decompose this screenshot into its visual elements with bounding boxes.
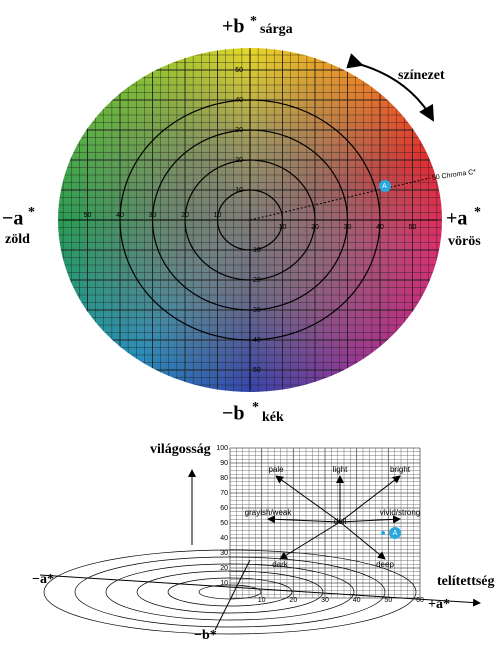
star: *: [28, 205, 35, 220]
tick-label: 40: [235, 97, 243, 104]
a-minus: −a: [2, 208, 23, 230]
saturation-label: telítettség: [437, 574, 495, 589]
tick-label: 50: [84, 212, 92, 219]
tick-label: 40: [253, 337, 261, 344]
tone-label: light: [333, 465, 348, 474]
hue-label: színezet: [398, 68, 445, 83]
tone-arrow: [275, 475, 341, 523]
point-a: [389, 527, 401, 539]
tone-arrow: [339, 521, 386, 560]
lightness-label: világosság: [150, 442, 211, 457]
b-plus-name: sárga: [260, 22, 293, 37]
tick-label: 40: [116, 212, 124, 219]
tick-label: 10: [214, 212, 222, 219]
tone-label: dark: [272, 560, 289, 569]
tick-label: 50: [253, 367, 261, 374]
a-plus: +a: [446, 208, 467, 230]
tick-label: 50: [409, 224, 417, 231]
b-minus-bottom: −b*: [194, 628, 217, 643]
hue-arrow: [346, 53, 434, 122]
tick-label: 30: [149, 212, 157, 219]
l-tick: 30: [220, 550, 228, 557]
l-tick: 80: [220, 475, 228, 482]
star: *: [252, 400, 259, 415]
a-minus-name: zöld: [5, 232, 30, 247]
chroma-label: 50 Chroma C*: [432, 169, 477, 182]
axis: [214, 559, 251, 631]
tone-arrow: [339, 515, 401, 524]
chroma-ring: [74, 556, 386, 628]
c-tick: 20: [289, 597, 297, 604]
point-a: [379, 180, 391, 192]
point-a-label: A: [393, 530, 398, 537]
point-dot: [381, 531, 385, 535]
l-tick: 50: [220, 520, 228, 527]
c-tick: 10: [258, 597, 266, 604]
tone-arrow: [267, 515, 341, 524]
tick-label: 20: [311, 224, 319, 231]
l-tick: 100: [216, 445, 228, 452]
tone-label: pale: [268, 465, 284, 474]
axis: [39, 574, 481, 607]
a-plus-name: vörös: [448, 234, 481, 249]
a-minus-bottom: −a*: [32, 572, 54, 587]
chroma-ring: [167, 577, 293, 607]
point-a-label: A: [382, 183, 387, 190]
overlay: 10 10 10 10 20 20 20 20 30 30 30 30 40 40 40 40 50 50 50 50…: [39, 50, 481, 635]
tick-label: 10: [235, 187, 243, 194]
c-tick: 30: [321, 597, 329, 604]
l-tick: 60: [220, 505, 228, 512]
l-tick: 90: [220, 460, 228, 467]
star: *: [474, 205, 481, 220]
b-plus: +b: [222, 16, 245, 38]
star: *: [250, 14, 257, 29]
tick-label: 20: [253, 277, 261, 284]
tick-label: 20: [235, 157, 243, 164]
chroma-ring: [43, 549, 417, 635]
tick-label: 10: [279, 224, 287, 231]
tone-arrow: [279, 521, 341, 560]
tone-label: vivid/strong: [380, 508, 420, 517]
chroma-ring: [105, 563, 355, 621]
l-tick: 10: [220, 580, 228, 587]
l-tick: 70: [220, 490, 228, 497]
tone-label: deep: [376, 560, 394, 569]
tick-label: 30: [253, 307, 261, 314]
tick-label: 30: [344, 224, 352, 231]
chroma-ring: [136, 570, 324, 614]
l-tick: 40: [220, 535, 228, 542]
c-tick: 40: [353, 597, 361, 604]
chroma-line: [249, 177, 431, 221]
tick-label: 10: [253, 247, 261, 254]
b-minus-name: kék: [262, 410, 284, 425]
a-plus-bottom: +a*: [428, 597, 450, 612]
tick-label: 20: [181, 212, 189, 219]
c-tick: 50: [384, 597, 392, 604]
tick-label: 30: [235, 127, 243, 134]
tone-label: bright: [390, 465, 411, 474]
c-tick: 60: [416, 597, 424, 604]
tone-label: grayish/weak: [245, 508, 293, 517]
l-tick: 20: [220, 565, 228, 572]
tick-label: 40: [376, 224, 384, 231]
tone-arrow: [339, 475, 401, 523]
b-minus: −b: [222, 403, 245, 425]
tick-label: 50: [235, 67, 243, 74]
